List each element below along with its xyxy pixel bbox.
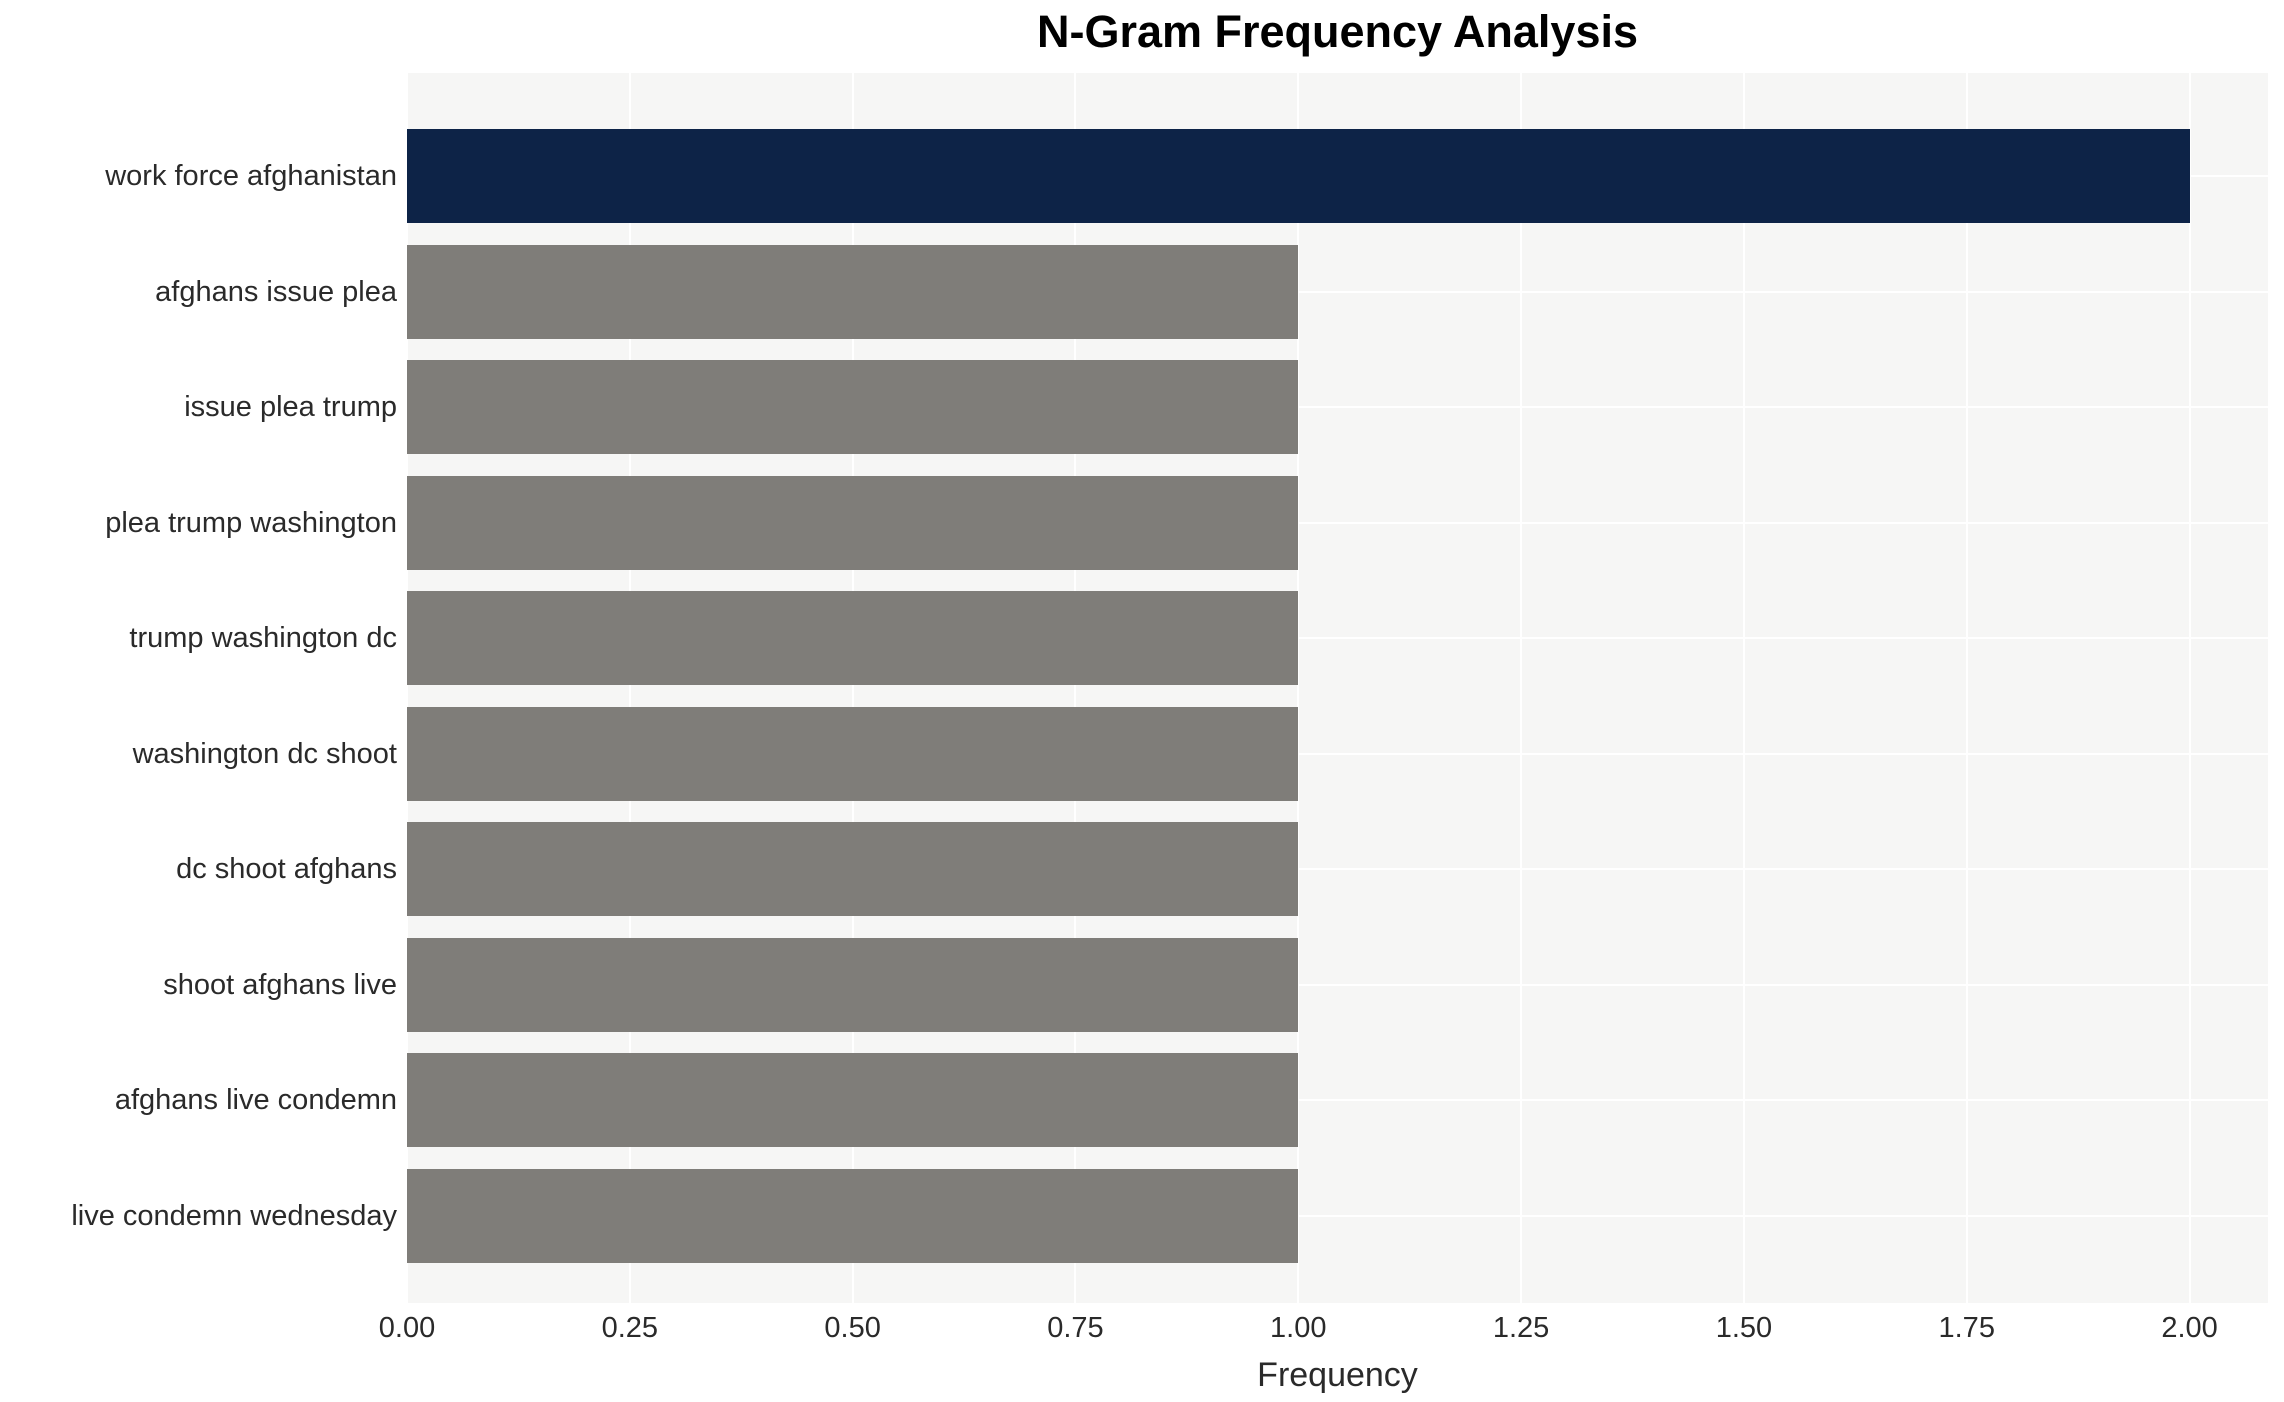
bar-shoot-afghans-live — [407, 937, 1299, 1032]
grid-line-vertical — [2188, 73, 2191, 1303]
x-axis-tick-label: 1.00 — [1270, 1312, 1327, 1344]
bar-afghans-live-condemn — [407, 1053, 1299, 1147]
bar-plea-trump-washington — [407, 475, 1299, 570]
bar-issue-plea-trump — [407, 360, 1299, 454]
x-axis-label: Frequency — [1257, 1356, 1418, 1394]
y-axis-label: afghans live condemn — [114, 1084, 397, 1116]
plot-area — [406, 73, 2268, 1303]
grid-line-horizontal — [407, 868, 2268, 870]
grid-line-vertical — [1074, 73, 1077, 1303]
bar-washington-dc-shoot — [407, 706, 1299, 801]
x-axis-tick-label: 2.00 — [2161, 1312, 2218, 1344]
grid-line-horizontal — [407, 637, 2268, 639]
grid-line-horizontal — [407, 1214, 2268, 1217]
x-axis-tick-label: 1.75 — [1938, 1312, 1995, 1344]
grid-line-vertical — [851, 73, 854, 1303]
x-axis-tick-label: 0.25 — [601, 1312, 659, 1344]
grid-line-horizontal — [407, 1099, 2268, 1101]
x-axis-tick-label: 0.75 — [1047, 1312, 1104, 1344]
y-axis-label: shoot afghans live — [163, 968, 397, 1001]
y-axis-label: plea trump washington — [105, 506, 397, 539]
y-axis-label: issue plea trump — [184, 391, 397, 423]
x-axis-tick-label: 1.25 — [1492, 1312, 1550, 1344]
x-axis-tick-label: 0.50 — [824, 1312, 881, 1344]
grid-line-horizontal — [407, 983, 2268, 986]
bar-live-condemn-wednesday — [407, 1168, 1299, 1263]
y-axis-label: live condemn wednesday — [71, 1199, 397, 1232]
grid-line-vertical — [628, 73, 631, 1303]
bar-trump-washington-dc — [407, 591, 1299, 685]
bar-work-force-afghanistan — [407, 129, 2190, 223]
x-axis-tick-label: 1.50 — [1715, 1312, 1773, 1344]
y-axis-label: work force afghanistan — [105, 160, 397, 192]
bar-dc-shoot-afghans — [407, 822, 1299, 916]
grid-line-horizontal — [407, 406, 2268, 408]
y-axis-label: washington dc shoot — [132, 737, 397, 770]
grid-line-vertical — [1520, 73, 1523, 1303]
grid-line-vertical — [1965, 73, 1968, 1303]
grid-line-horizontal — [407, 752, 2268, 755]
grid-line-horizontal — [407, 290, 2268, 293]
y-axis-label: dc shoot afghans — [176, 853, 397, 885]
y-axis-label: afghans issue plea — [155, 275, 397, 308]
grid-line-vertical — [406, 73, 408, 1303]
bar-afghans-issue-plea — [407, 244, 1299, 339]
x-axis-tick-label: 0.00 — [378, 1312, 436, 1344]
grid-line-vertical — [1742, 73, 1745, 1303]
grid-line-vertical — [1297, 73, 1300, 1303]
y-axis-label: trump washington dc — [129, 622, 397, 654]
chart-title: N-Gram Frequency Analysis — [1036, 6, 1639, 57]
grid-line-horizontal — [407, 521, 2268, 524]
